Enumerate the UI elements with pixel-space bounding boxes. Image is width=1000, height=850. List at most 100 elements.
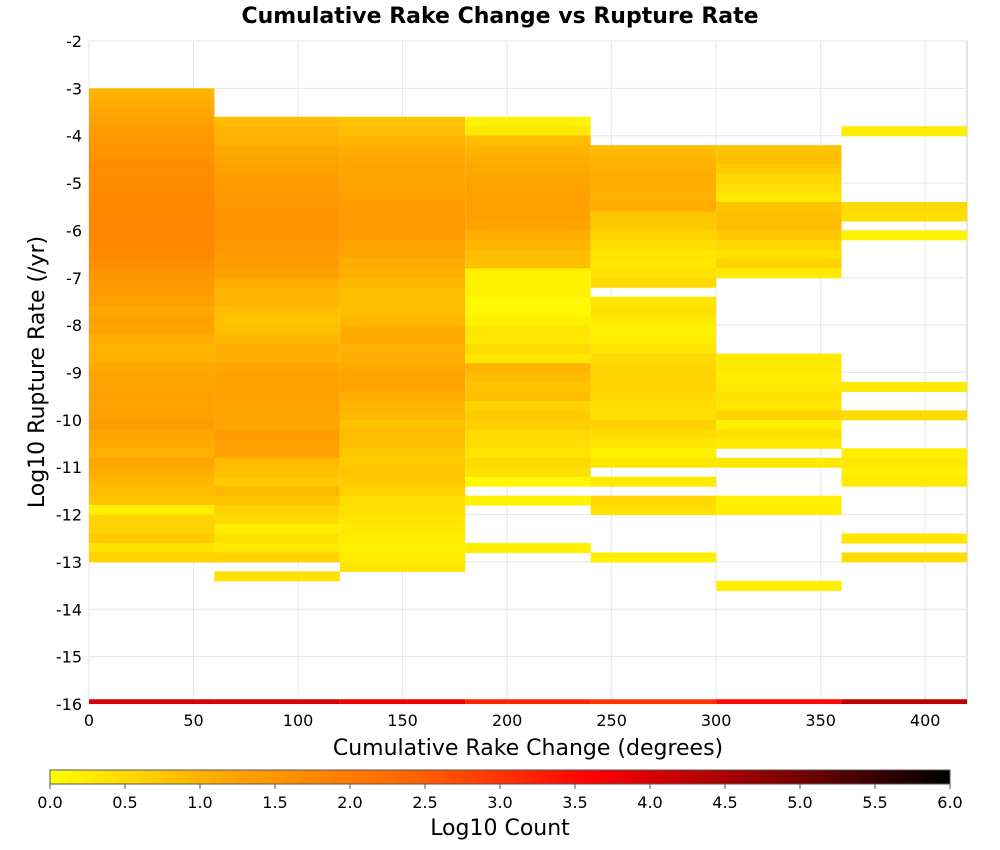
heatmap-cell [339, 202, 466, 212]
heatmap-cell [590, 419, 717, 430]
heatmap-cell [339, 183, 466, 194]
heatmap-cell [339, 164, 466, 175]
y-tick-label: -12 [56, 506, 82, 525]
heatmap-cell [590, 353, 717, 364]
heatmap-cell [716, 183, 842, 194]
heatmap-cell [590, 230, 717, 241]
heatmap-cell [590, 344, 717, 355]
heatmap-cell [590, 220, 717, 231]
heatmap-cell [590, 448, 717, 459]
x-axis-label: Cumulative Rake Change (degrees) [333, 736, 723, 761]
heatmap-cell [716, 220, 842, 231]
heatmap-cell [339, 419, 466, 430]
heatmap-cell [89, 296, 215, 307]
heatmap-cell [590, 239, 717, 250]
heatmap-cell [716, 438, 842, 449]
heatmap-cell [214, 296, 340, 307]
heatmap-cell [590, 164, 717, 175]
heatmap-cell [716, 391, 842, 402]
y-tick-label: -10 [56, 411, 82, 430]
heatmap-cell [214, 325, 340, 336]
heatmap-cell [339, 476, 466, 487]
heatmap-cell [89, 419, 215, 430]
y-tick-label: -4 [66, 127, 82, 146]
heatmap-cell [89, 486, 215, 497]
heatmap-cell [590, 372, 717, 383]
colorbar-label: Log10 Count [430, 816, 570, 841]
heatmap-cell [214, 287, 340, 298]
heatmap-cell [465, 211, 591, 222]
heatmap-cell [339, 495, 466, 506]
heatmap-cell [214, 514, 340, 525]
heatmap-cell [465, 154, 591, 165]
heatmap-cell [716, 381, 842, 392]
heatmap-cell [465, 183, 591, 194]
y-tick-label: -8 [66, 316, 82, 335]
heatmap-cell [339, 287, 466, 298]
heatmap-cell [214, 391, 340, 402]
heatmap-cell [89, 315, 215, 326]
heatmap-cell [89, 505, 215, 516]
heatmap-cell [716, 211, 842, 222]
heatmap-cell [89, 249, 215, 260]
heatmap-cell [465, 220, 591, 231]
heatmap-cell [339, 268, 466, 279]
heatmap-cell [89, 287, 215, 298]
heatmap-cell [339, 249, 466, 260]
heatmap-cell [590, 325, 717, 336]
heatmap-cell [590, 277, 717, 288]
heatmap-cell [590, 315, 717, 326]
x-tick-label: 400 [910, 711, 941, 730]
heatmap-cell [716, 372, 842, 383]
heatmap-cell [89, 97, 215, 108]
heatmap-cell [590, 192, 717, 203]
heatmap-cell [590, 457, 717, 468]
heatmap-cell [89, 552, 215, 563]
heatmap-cell [89, 211, 215, 222]
y-tick-label: -14 [56, 600, 82, 619]
heatmap-cell [214, 410, 340, 421]
heatmap-cell [89, 107, 215, 118]
colorbar-tick-label: 0.0 [37, 793, 62, 812]
heatmap-cell [716, 419, 842, 430]
heatmap-cell [89, 239, 215, 250]
heatmap-cell [339, 514, 466, 525]
x-tick-label: 50 [183, 711, 203, 730]
heatmap-cell [214, 220, 340, 231]
heatmap-cell [89, 467, 215, 478]
heatmap-cell [214, 524, 340, 535]
y-tick-label: -13 [56, 553, 82, 572]
heatmap-cell [716, 202, 842, 212]
heatmap-cell [841, 211, 967, 222]
heatmap-cell [339, 334, 466, 345]
colorbar [49, 769, 951, 785]
heatmap-cell [465, 344, 591, 355]
heatmap-cell [465, 249, 591, 260]
x-tick-label: 250 [596, 711, 627, 730]
heatmap-cell [214, 239, 340, 250]
heatmap-cell [214, 457, 340, 468]
heatmap-cell [214, 277, 340, 288]
heatmap-cell [214, 467, 340, 478]
heatmap-cell [465, 495, 591, 506]
heatmap-cell [465, 135, 591, 146]
heatmap-cell [465, 419, 591, 430]
heatmap-cell [716, 164, 842, 175]
heatmap-cell [89, 391, 215, 402]
heatmap-cell [339, 467, 466, 478]
heatmap-cell [465, 363, 591, 373]
heatmap-cell [339, 533, 466, 544]
heatmap-cell [89, 400, 215, 411]
x-tick-label: 0 [84, 711, 94, 730]
heatmap-cell [465, 325, 591, 336]
y-tick-label: -15 [56, 648, 82, 667]
colorbar-tick-label: 5.0 [787, 793, 812, 812]
heatmap-cell [89, 344, 215, 355]
y-tick-label: -6 [66, 221, 82, 240]
heatmap-cell [214, 363, 340, 373]
heatmap-cell [590, 183, 717, 194]
heatmap-cell [89, 126, 215, 137]
colorbar-tick-label: 5.5 [862, 793, 887, 812]
heatmap-cell [841, 476, 967, 487]
heatmap-cell [841, 457, 967, 468]
